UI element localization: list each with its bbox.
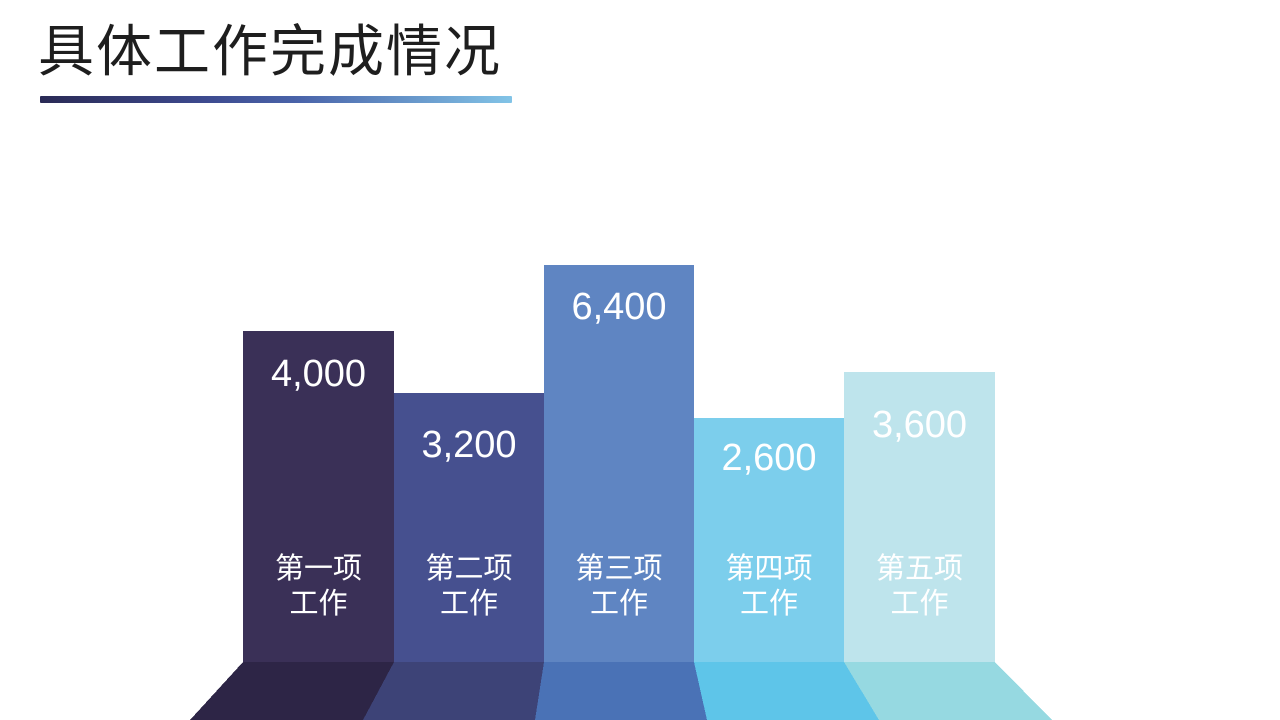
title-underline-accent [40, 96, 512, 103]
bar-floor-shape-4 [694, 662, 879, 720]
bar-floor-shape-3 [535, 662, 707, 720]
bar-category-line2: 工作 [289, 588, 348, 620]
chart-bar-4: 2,600 第四项 工作 [694, 418, 844, 662]
bar-value-label: 4,000 [270, 353, 367, 395]
chart-bar-3: 6,400 第三项 工作 [544, 265, 694, 662]
chart-bar-2: 3,200 第二项 工作 [394, 393, 544, 662]
bar-value-label: 2,600 [721, 437, 817, 479]
bar-category-line2: 工作 [439, 588, 498, 620]
bar-value-label: 6,400 [571, 286, 667, 328]
bar-floor-shape-5 [844, 662, 1052, 720]
bar-category-label: 第一项 工作 [243, 552, 394, 622]
bar-category-line1: 第一项 [274, 553, 362, 585]
bar-value-label: 3,200 [421, 424, 517, 466]
bar-category-line2: 工作 [589, 588, 648, 620]
bar-category-label: 第四项 工作 [694, 552, 844, 622]
bar-category-line2: 工作 [739, 588, 798, 620]
bar-category-label: 第二项 工作 [394, 552, 544, 622]
bar-category-line1: 第五项 [875, 553, 963, 585]
bar-floor-shape-1 [190, 662, 394, 720]
bar-category-line1: 第四项 [725, 553, 813, 585]
bar-value-label: 3,600 [871, 404, 968, 446]
bar-floor-shape-2 [363, 662, 544, 720]
bar-category-line1: 第二项 [425, 553, 513, 585]
bar-category-label: 第三项 工作 [544, 552, 694, 622]
chart-bar-5: 3,600 第五项 工作 [844, 372, 995, 662]
chart-bar-1: 4,000 第一项 工作 [243, 331, 394, 662]
page-title: 具体工作完成情况 [38, 20, 502, 83]
bar-category-label: 第五项 工作 [844, 552, 995, 622]
bar-category-line2: 工作 [890, 588, 949, 620]
bar-floor-reflection [190, 662, 1052, 720]
bar-category-line1: 第三项 [575, 553, 663, 585]
